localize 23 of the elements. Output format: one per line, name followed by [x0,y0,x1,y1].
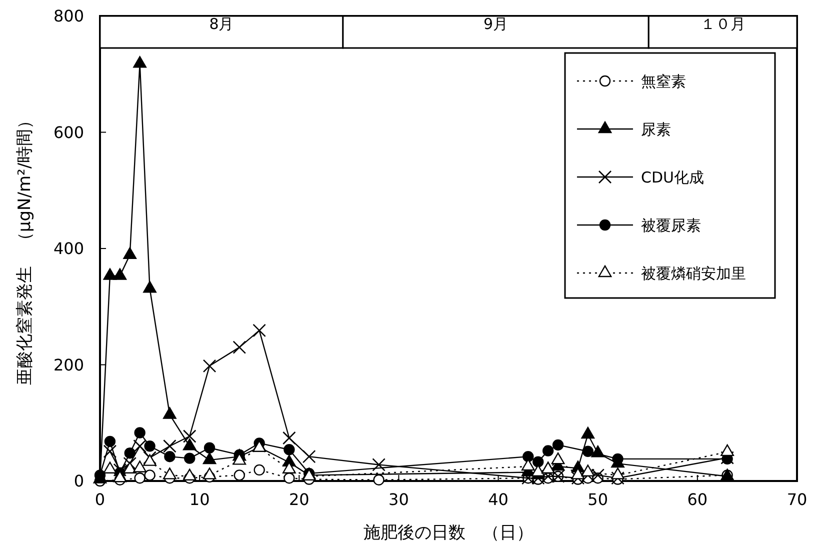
x-tick-label: 10 [189,490,210,509]
band-label: １０月 [700,15,746,33]
y-axis-title: 亜酸化窒素発生 （μgN/m²/時間） [15,112,35,386]
legend-label: 被覆燐硝安加里 [641,264,746,282]
legend-label: CDU化成 [641,168,704,186]
legend-label: 尿素 [641,120,671,138]
legend-label: 無窒素 [641,72,686,90]
legend-label: 被覆尿素 [641,216,701,234]
x-tick-label: 20 [288,490,310,509]
x-tick-label: 30 [388,490,409,509]
x-tick-label: 60 [687,490,708,509]
x-tick-label: 40 [488,490,508,509]
y-tick-label: 200 [53,355,84,374]
y-tick-label: 800 [53,6,84,26]
x-tick-label: 0 [94,490,106,509]
band-label: 9月 [484,15,508,33]
band-label: 8月 [209,15,234,33]
y-tick-label: 600 [53,122,84,142]
y-tick-label: 0 [74,472,84,491]
x-axis-title: 施肥後の日数 （日） [364,523,534,543]
y-tick-label: 400 [53,239,84,258]
x-tick-label: 70 [786,490,808,509]
x-tick-label: 50 [588,490,608,509]
